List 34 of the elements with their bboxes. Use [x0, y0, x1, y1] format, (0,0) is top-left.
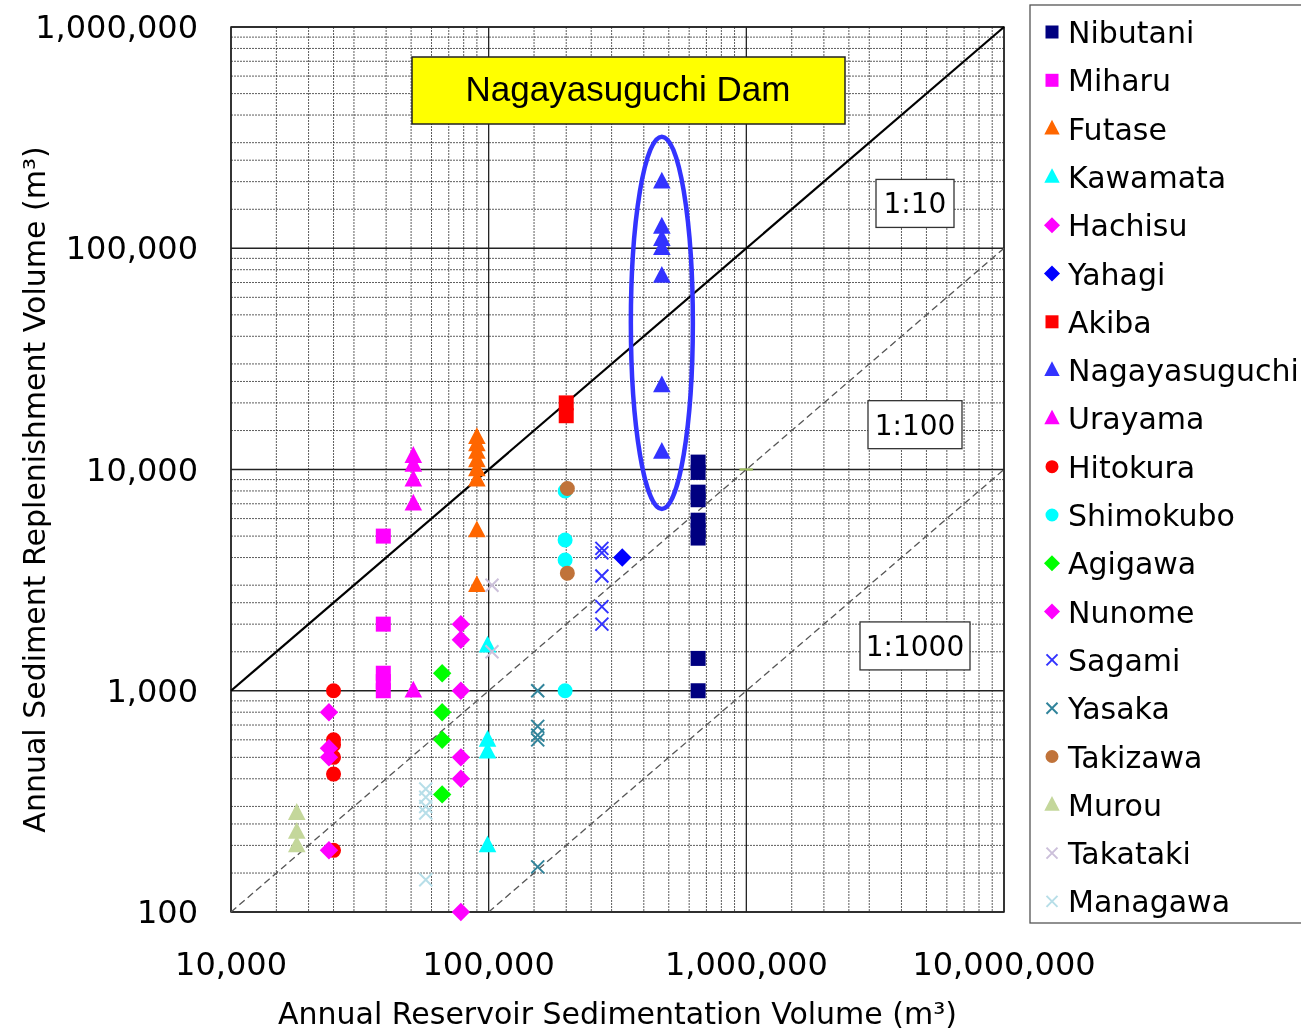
- y-tick-label: 100: [136, 893, 198, 931]
- legend-label: Hitokura: [1068, 449, 1196, 485]
- series-label: 1:1000: [865, 629, 965, 663]
- text: Nagayasuguchi Dam: [465, 69, 791, 108]
- y-axis-title: Annual Sediment Replenishment Volume (m³): [17, 146, 52, 833]
- legend-label: Murou: [1068, 787, 1162, 823]
- legend-label: Shimokubo: [1068, 498, 1235, 533]
- x-tick-label: 1,000,000: [664, 945, 828, 983]
- legend-label: Managawa: [1068, 884, 1231, 920]
- y-tick-label: 1,000: [106, 671, 198, 710]
- legend-label: Futase: [1068, 111, 1167, 147]
- legend-label: Kawamata: [1068, 159, 1227, 195]
- y-tick-label: 100,000: [65, 229, 198, 268]
- x-axis-title: Annual Reservoir Sedimentation Volume (m³): [278, 996, 957, 1031]
- legend-label: Yasaka: [1067, 691, 1170, 727]
- legend-label: Takizawa: [1067, 739, 1203, 775]
- y-tick-label: 10,000: [86, 450, 198, 489]
- legend-label: Urayama: [1068, 401, 1205, 437]
- x-tick-label: 10,000,000: [912, 945, 1096, 983]
- legend-label: Nagayasuguchi: [1068, 353, 1299, 389]
- x-tick-label: 100,000: [422, 945, 555, 983]
- legend-label: Agigawa: [1068, 546, 1197, 582]
- legend-label: Nibutani: [1068, 15, 1195, 50]
- series-label: 1:100: [874, 408, 956, 442]
- legend-label: Miharu: [1068, 63, 1171, 99]
- legend-label: Takataki: [1067, 836, 1191, 872]
- legend-label: Nunome: [1068, 594, 1195, 630]
- legend-label: Yahagi: [1067, 256, 1166, 292]
- y-tick-label: 1,000,000: [35, 8, 198, 46]
- legend-label: Sagami: [1068, 642, 1181, 678]
- x-tick-label: 10,000: [175, 945, 287, 983]
- legend-label: Akiba: [1068, 304, 1152, 340]
- legend-label: Hachisu: [1068, 208, 1188, 244]
- series-label: 1:10: [883, 187, 947, 221]
